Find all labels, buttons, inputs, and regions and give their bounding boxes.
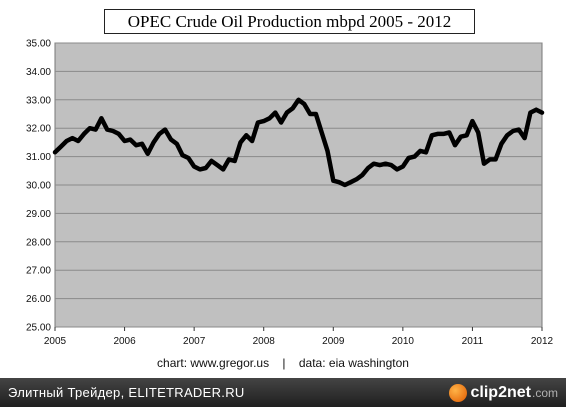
y-tick-label: 30.00: [26, 181, 51, 192]
x-tick-label: 2008: [253, 336, 276, 347]
x-tick-label: 2010: [392, 336, 415, 347]
credit-line: chart: www.gregor.us | data: eia washing…: [157, 356, 409, 370]
clip2net-logo-icon: [448, 384, 467, 402]
y-tick-label: 33.00: [26, 95, 51, 106]
x-tick-label: 2012: [531, 336, 554, 347]
x-axis-ticks: 2005 2006 2007 2008 2009 2010 2011 2012: [44, 327, 554, 347]
watermark-name: clip2net: [470, 384, 531, 401]
y-tick-label: 32.00: [26, 124, 51, 135]
y-tick-label: 27.00: [26, 266, 51, 277]
chart-title: OPEC Crude Oil Production mbpd 2005 - 20…: [104, 9, 475, 34]
chart-canvas: 25.00 26.00 27.00 28.00 29.00 30.00 31.00 32.00…: [26, 39, 554, 348]
y-tick-label: 25.00: [26, 323, 51, 334]
watermark-domain: .com: [531, 386, 558, 400]
y-tick-label: 35.00: [26, 39, 51, 50]
gridlines: [55, 42, 542, 328]
x-tick-label: 2011: [462, 336, 484, 347]
x-tick-label: 2007: [183, 336, 206, 347]
y-tick-label: 26.00: [26, 294, 51, 305]
x-tick-label: 2009: [322, 336, 345, 347]
series-line: [52, 97, 545, 188]
y-tick-label: 31.00: [26, 152, 51, 163]
footer-site-label: Элитный Трейдер, ELITETRADER.RU: [8, 385, 245, 400]
x-tick-label: 2006: [113, 336, 136, 347]
y-tick-label: 34.00: [26, 67, 51, 78]
footer-bar: Элитный Трейдер, ELITETRADER.RU clip2net…: [0, 378, 566, 407]
x-tick-label: 2005: [44, 336, 67, 347]
y-axis-ticks: 25.00 26.00 27.00 28.00 29.00 30.00 31.00 32.00…: [26, 39, 51, 334]
y-tick-label: 28.00: [26, 237, 51, 248]
y-tick-label: 29.00: [26, 209, 51, 220]
series-layer: [52, 97, 545, 188]
watermark: clip2net .com: [448, 382, 558, 404]
